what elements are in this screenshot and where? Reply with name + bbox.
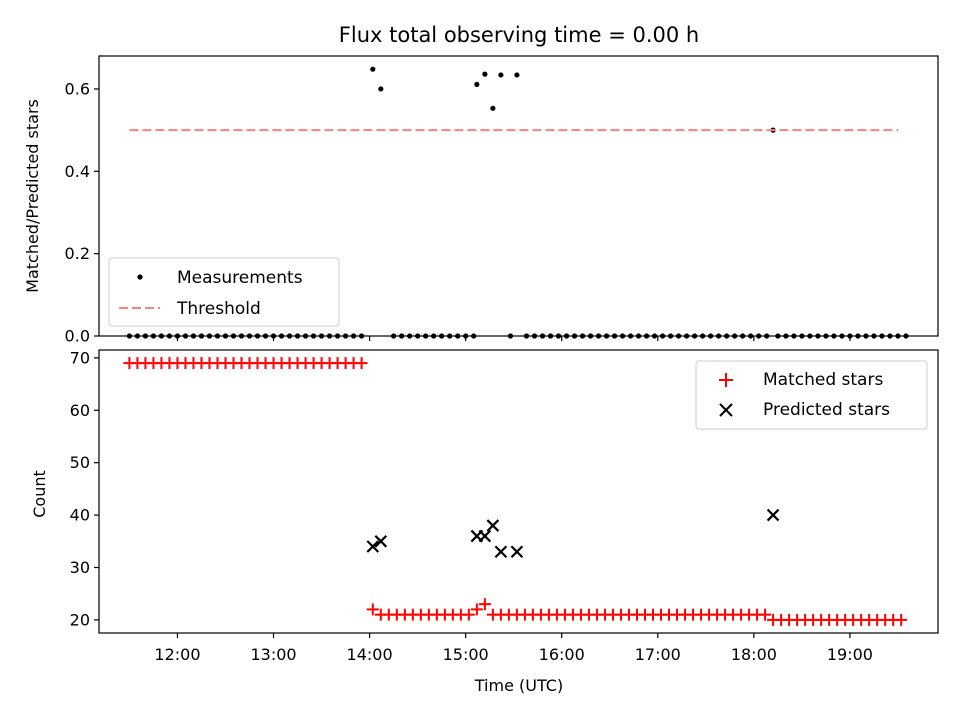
predicted-star-point — [766, 508, 780, 522]
top-y-axis-label: Matched/Predicted stars — [23, 99, 42, 293]
measurement-point — [378, 86, 384, 92]
legend-predicted-marker — [719, 403, 733, 417]
bottom-y-axis: 20 30 40 50 60 70 — [70, 348, 99, 629]
bottom-legend: Matched stars Predicted stars — [695, 360, 928, 430]
bottom-x-axis: 12:00 13:00 14:00 15:00 16:00 17:00 18:00 19:00 — [154, 633, 873, 664]
top-axes-frame — [98, 55, 939, 337]
bottom-x-tick-label: 15:00 — [443, 645, 489, 664]
bottom-y-tick-label: 70 — [70, 348, 90, 367]
bottom-y-tick-label: 40 — [70, 506, 90, 525]
matched-star-point — [366, 603, 379, 616]
top-y-tick-label: 0.2 — [65, 244, 90, 263]
predicted-star-point — [510, 545, 524, 559]
matched-star-point — [470, 603, 483, 616]
bottom-x-tick-label: 19:00 — [827, 645, 873, 664]
measurement-point — [514, 72, 520, 78]
bottom-y-tick-label: 50 — [70, 453, 90, 472]
chart-title: Flux total observing time = 0.00 h — [339, 23, 699, 47]
measurement-point — [498, 72, 504, 78]
matched-stars-series — [123, 357, 908, 626]
bottom-axes-frame — [98, 349, 939, 634]
predicted-star-point — [366, 540, 380, 553]
top-y-tick-label: 0.6 — [65, 79, 90, 98]
predicted-stars-series — [366, 508, 780, 559]
legend-measurements-label: Measurements — [177, 268, 303, 288]
measurement-point — [490, 105, 496, 111]
measurement-point — [482, 71, 488, 77]
bottom-x-tick-label: 13:00 — [250, 645, 296, 664]
bottom-panel: 20 30 40 50 60 70 12:00 13:00 14:00 15:00 16:00 17… — [30, 348, 939, 695]
top-y-tick-label: 0.0 — [65, 327, 90, 346]
top-y-axis: 0.0 0.2 0.4 0.6 — [65, 79, 99, 346]
top-y-tick-label: 0.4 — [65, 162, 90, 181]
measurement-point — [370, 66, 376, 72]
predicted-star-point — [478, 529, 492, 543]
top-x-ticks — [176, 336, 851, 341]
legend-predicted-label: Predicted stars — [763, 400, 890, 420]
legend-measurements-marker — [137, 274, 143, 280]
top-legend-box — [108, 257, 340, 327]
legend-threshold-label: Threshold — [176, 299, 261, 319]
bottom-x-tick-label: 16:00 — [539, 645, 585, 664]
bottom-legend-box — [695, 360, 928, 430]
bottom-x-tick-label: 14:00 — [347, 645, 393, 664]
bottom-x-tick-label: 18:00 — [731, 645, 777, 664]
top-legend: Measurements Threshold — [108, 257, 340, 327]
predicted-star-point — [494, 545, 508, 559]
bottom-x-tick-label: 12:00 — [154, 645, 200, 664]
top-panel: 0.0 0.2 0.4 0.6 Matched/Predicted stars Mea… — [23, 55, 939, 346]
measurement-point — [474, 81, 480, 88]
bottom-y-tick-label: 60 — [70, 401, 90, 420]
matched-star-point — [759, 608, 772, 621]
matched-star-point — [895, 613, 908, 626]
legend-matched-marker — [719, 373, 733, 387]
matched-star-point — [462, 608, 475, 621]
matched-star-point — [478, 598, 491, 611]
legend-matched-label: Matched stars — [763, 370, 883, 390]
matched-star-point — [355, 357, 368, 370]
bottom-y-axis-label: Count — [30, 470, 49, 518]
predicted-star-point — [486, 519, 500, 532]
bottom-y-tick-label: 30 — [70, 558, 90, 577]
x-axis-label: Time (UTC) — [474, 676, 563, 695]
bottom-y-tick-label: 20 — [70, 610, 90, 629]
predicted-star-point — [374, 535, 388, 548]
bottom-x-tick-label: 17:00 — [635, 645, 681, 664]
